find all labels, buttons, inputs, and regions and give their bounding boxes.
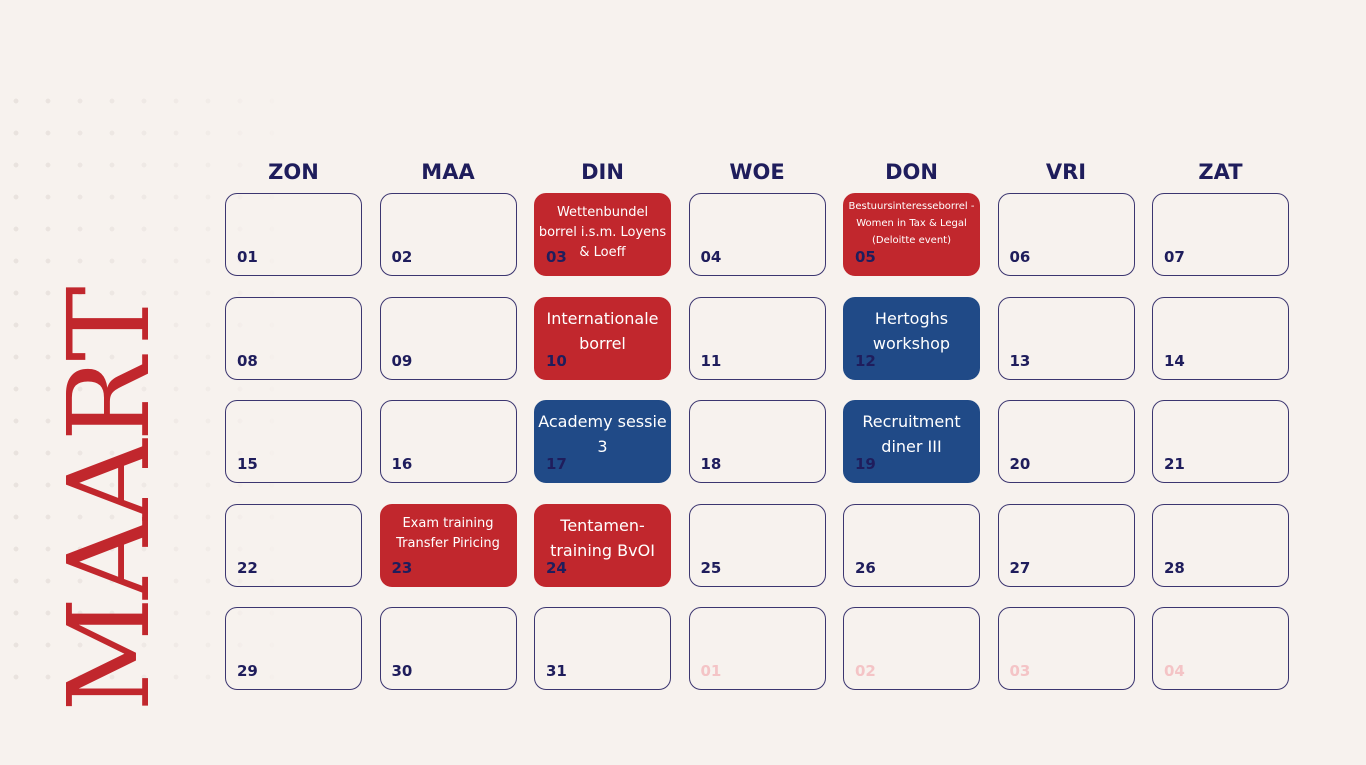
calendar-day[interactable]: 09: [379, 296, 517, 380]
calendar-day[interactable]: 22: [225, 503, 362, 587]
calendar-day-next-month[interactable]: 02: [843, 607, 980, 690]
calendar-day[interactable]: 15: [225, 400, 362, 483]
weekday-label: MAA: [421, 160, 475, 184]
calendar-day[interactable]: 18: [688, 400, 826, 483]
day-number: 02: [855, 662, 876, 680]
event-label: Bestuursinteresseborrel - Women in Tax &…: [848, 201, 975, 246]
day-number: 24: [546, 558, 567, 577]
day-number: 29: [237, 662, 258, 680]
calendar-day-next-month[interactable]: 03: [997, 607, 1135, 690]
day-number: 12: [855, 351, 876, 370]
calendar-day[interactable]: 13: [997, 296, 1135, 380]
day-number: 09: [391, 351, 413, 370]
day-number: 23: [391, 558, 413, 577]
day-number: 19: [855, 455, 876, 473]
calendar-day[interactable]: 14: [1152, 296, 1289, 380]
day-number: 26: [855, 558, 876, 577]
calendar-day[interactable]: 26: [843, 503, 980, 587]
calendar-day[interactable]: Bestuursinteresseborrel - Women in Tax &…: [843, 193, 980, 276]
weekday-header-row: ZON MAA DIN WOE DON VRI ZAT: [225, 160, 1289, 184]
event-label: Internationale borrel: [546, 308, 659, 353]
calendar-day[interactable]: 06: [997, 193, 1135, 276]
calendar-day[interactable]: 01: [225, 193, 362, 276]
calendar-grid: 01 02 Wettenbundel borrel i.s.m. Loyens & …: [225, 193, 1289, 690]
weekday-label: ZAT: [1198, 160, 1243, 184]
month-title: MAART: [45, 288, 175, 712]
calendar-day[interactable]: 07: [1152, 193, 1289, 276]
calendar-day[interactable]: 02: [379, 193, 517, 276]
day-number: 25: [700, 558, 722, 577]
day-number: 01: [237, 248, 258, 266]
calendar-day[interactable]: Recruitment diner III 19: [843, 400, 980, 483]
calendar-day[interactable]: 20: [997, 400, 1135, 483]
weekday-label: ZON: [268, 160, 319, 184]
day-number: 04: [1164, 662, 1185, 680]
day-number: 16: [391, 455, 413, 473]
day-number: 30: [391, 662, 413, 680]
day-number: 04: [700, 248, 722, 266]
calendar-day-next-month[interactable]: 04: [1152, 607, 1289, 690]
weekday-label: WOE: [729, 160, 785, 184]
calendar-day[interactable]: 30: [379, 607, 517, 690]
calendar-day[interactable]: Exam training Transfer Piricing 23: [379, 503, 517, 587]
event-label: Recruitment diner III: [862, 412, 961, 456]
calendar-day[interactable]: 16: [379, 400, 517, 483]
calendar-day[interactable]: Academy sessie 3 17: [534, 400, 671, 483]
calendar-day[interactable]: Tentamen-training BvOI 24: [534, 503, 671, 587]
calendar-day[interactable]: 21: [1152, 400, 1289, 483]
day-number: 01: [700, 662, 722, 680]
calendar-day-next-month[interactable]: 01: [688, 607, 826, 690]
calendar-day[interactable]: 27: [997, 503, 1135, 587]
day-number: 14: [1164, 351, 1185, 370]
calendar-day[interactable]: 31: [534, 607, 671, 690]
day-number: 08: [237, 351, 258, 370]
day-number: 11: [700, 351, 722, 370]
calendar-day[interactable]: 28: [1152, 503, 1289, 587]
day-number: 02: [391, 248, 413, 266]
day-number: 17: [546, 455, 567, 473]
day-number: 31: [546, 662, 567, 680]
day-number: 13: [1009, 351, 1031, 370]
day-number: 03: [1009, 662, 1031, 680]
day-number: 27: [1009, 558, 1031, 577]
day-number: 28: [1164, 558, 1185, 577]
calendar-day[interactable]: Internationale borrel 10: [534, 296, 671, 380]
weekday-label: VRI: [1045, 160, 1087, 184]
calendar-day[interactable]: 04: [688, 193, 826, 276]
event-label: Wettenbundel borrel i.s.m. Loyens & Loef…: [538, 205, 667, 260]
day-number: 18: [700, 455, 722, 473]
event-label: Exam training Transfer Piricing: [396, 515, 500, 551]
event-label: Hertoghs workshop: [872, 308, 951, 353]
weekday-label: DIN: [581, 160, 624, 184]
day-number: 03: [546, 248, 567, 266]
day-number: 05: [855, 248, 876, 266]
day-number: 15: [237, 455, 258, 473]
calendar-day[interactable]: Hertoghs workshop 12: [843, 296, 980, 380]
day-number: 20: [1009, 455, 1031, 473]
calendar-day[interactable]: 11: [688, 296, 826, 380]
calendar-day[interactable]: Wettenbundel borrel i.s.m. Loyens & Loef…: [534, 193, 671, 276]
day-number: 07: [1164, 248, 1185, 266]
event-label: Tentamen-training BvOI: [550, 515, 655, 560]
day-number: 06: [1009, 248, 1031, 266]
calendar-day[interactable]: 08: [225, 296, 362, 380]
day-number: 21: [1164, 455, 1185, 473]
day-number: 22: [237, 558, 258, 577]
event-label: Academy sessie 3: [538, 412, 667, 456]
calendar-day[interactable]: 25: [688, 503, 826, 587]
weekday-label: DON: [885, 160, 938, 184]
dot-pattern-decoration: [0, 85, 300, 685]
calendar-day[interactable]: 29: [225, 607, 362, 690]
day-number: 10: [546, 351, 567, 370]
